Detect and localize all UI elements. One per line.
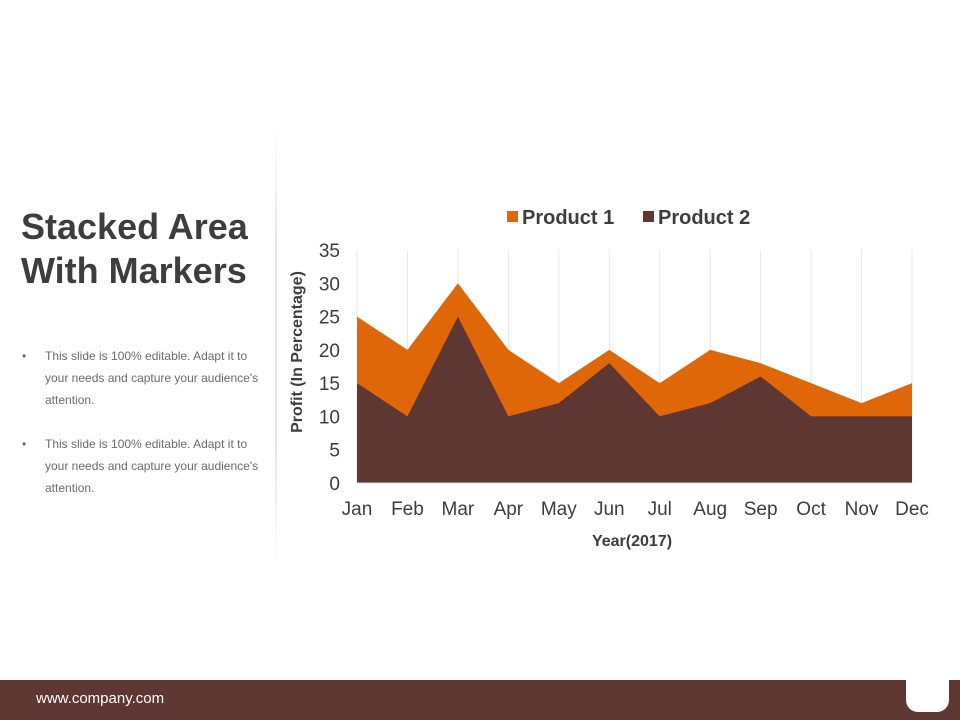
series-area-2 <box>357 316 912 483</box>
bullet-item: • This slide is 100% editable. Adapt it … <box>22 345 272 411</box>
bullet-text: This slide is 100% editable. Adapt it to… <box>45 349 259 407</box>
y-tick-label: 10 <box>319 407 340 428</box>
x-tick-label: Jul <box>648 499 672 520</box>
bullet-item: • This slide is 100% editable. Adapt it … <box>22 433 272 499</box>
y-tick-label: 30 <box>319 274 340 295</box>
bullet-text: This slide is 100% editable. Adapt it to… <box>45 437 259 495</box>
x-tick-label: Jun <box>594 499 625 520</box>
footer-url[interactable]: www.company.com <box>36 690 165 707</box>
footer-bar: www.company.com <box>0 678 960 720</box>
x-tick-label: May <box>541 499 577 520</box>
y-tick-label: 5 <box>329 441 340 462</box>
y-tick-label: 15 <box>319 374 340 395</box>
x-tick-label: Dec <box>895 499 929 520</box>
divider <box>275 125 277 565</box>
bullet-dot: • <box>22 437 27 451</box>
x-tick-label: Aug <box>693 499 727 520</box>
bullet-dot: • <box>22 349 27 363</box>
y-tick-label: 20 <box>319 341 340 362</box>
x-tick-label: Jan <box>342 499 373 520</box>
legend-label: Product 2 <box>658 207 750 229</box>
legend-label: Product 1 <box>522 207 614 229</box>
legend-swatch <box>643 211 654 222</box>
x-axis-title: Year(2017) <box>592 533 672 550</box>
footer-tab <box>906 678 949 712</box>
x-tick-label: Mar <box>442 499 475 520</box>
y-tick-label: 35 <box>319 241 340 262</box>
slide-title: Stacked Area With Markers <box>21 206 248 291</box>
y-tick-label: 25 <box>319 308 340 329</box>
legend-swatch <box>507 211 518 222</box>
y-tick-label: 0 <box>329 474 340 495</box>
x-tick-label: Nov <box>845 499 879 520</box>
x-tick-label: Feb <box>391 499 424 520</box>
x-tick-label: Sep <box>744 499 778 520</box>
x-tick-label: Apr <box>494 499 524 520</box>
bullet-list: • This slide is 100% editable. Adapt it … <box>22 345 272 521</box>
x-tick-label: Oct <box>796 499 826 520</box>
y-axis-title: Profit (In Percentage) <box>289 271 306 433</box>
